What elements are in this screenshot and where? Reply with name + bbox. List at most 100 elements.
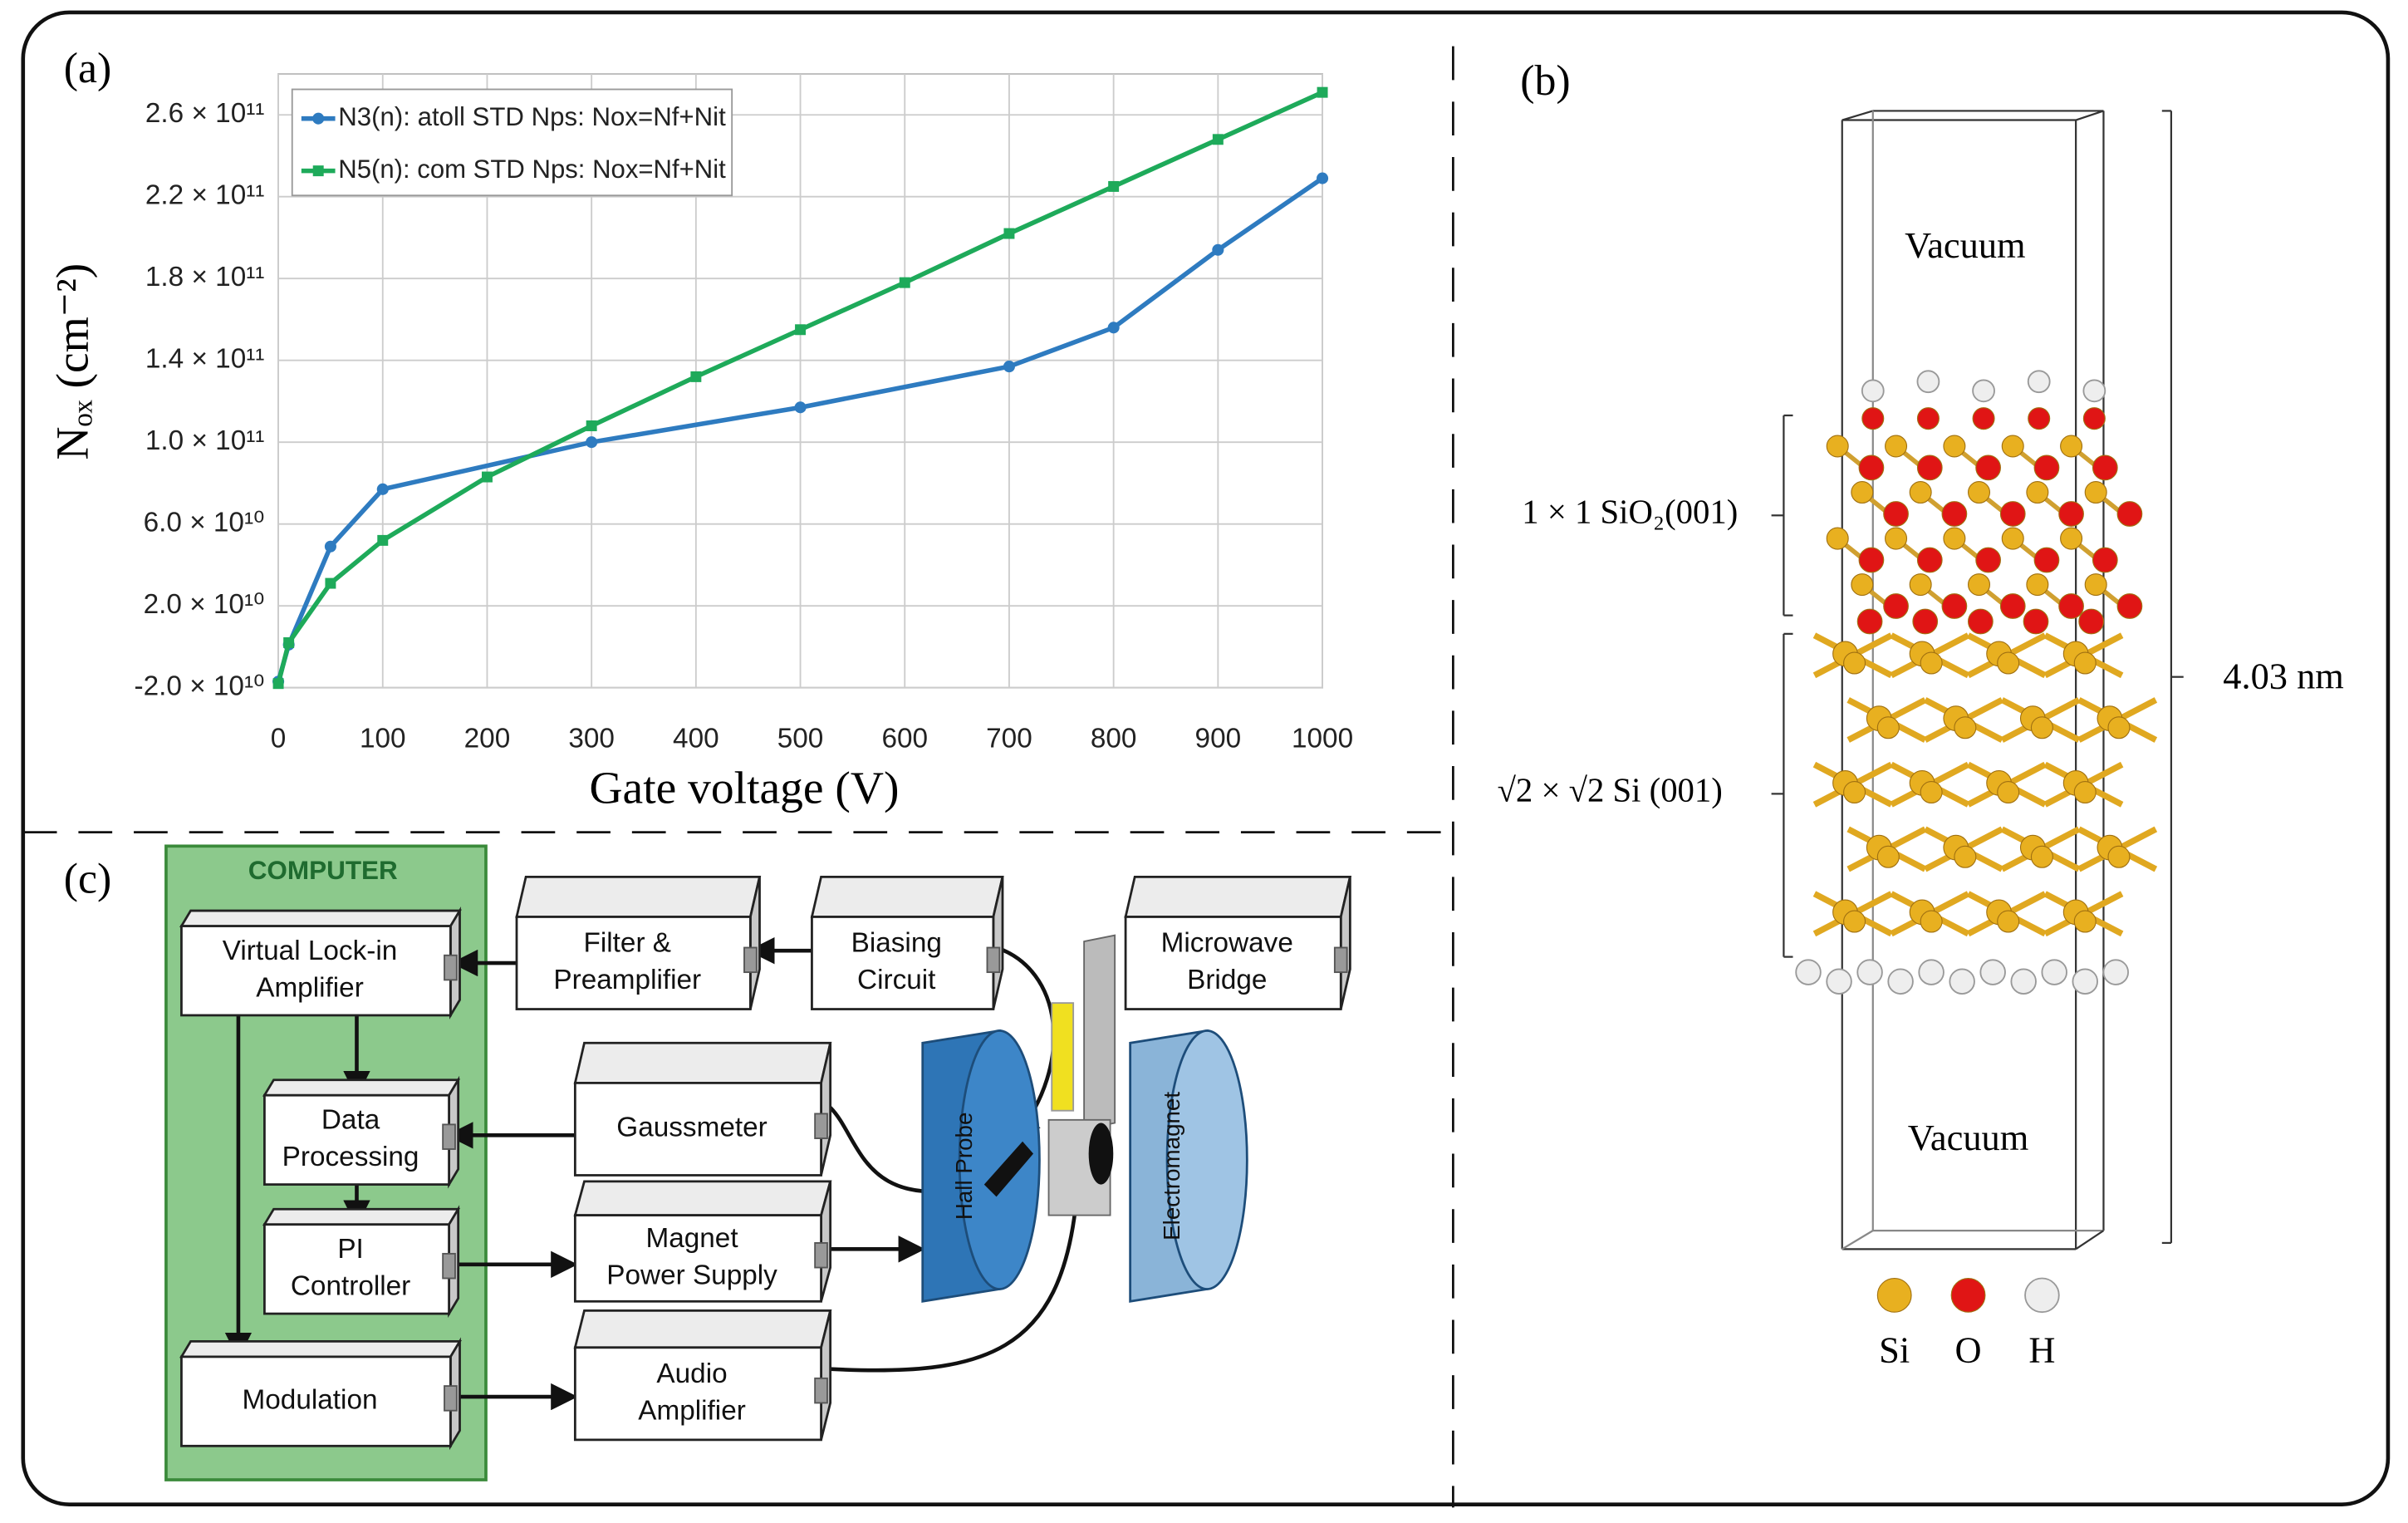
box-front <box>263 1223 450 1315</box>
box-top <box>515 875 762 918</box>
box-label: Filter & <box>584 928 672 959</box>
atom <box>2116 501 2143 527</box>
y-tick-label: 6.0 × 10¹⁰ <box>144 507 265 538</box>
atom <box>1967 481 1991 504</box>
panel-label: (a) <box>64 45 112 92</box>
atom <box>2102 959 2130 985</box>
box-label: Gaussmeter <box>616 1113 767 1143</box>
box-label: Magnet <box>645 1223 738 1254</box>
atom <box>1883 593 1909 619</box>
outline <box>1842 1230 1874 1250</box>
atom <box>1954 845 1977 868</box>
atom <box>2010 968 2037 995</box>
structure-diagram: Vacuum Vacuum 1 × 1 SiO₂(001) √2 × √2 Si… <box>1498 110 2344 1370</box>
connector-port <box>1333 946 1348 974</box>
atom <box>1920 910 1943 933</box>
atom <box>2033 547 2060 573</box>
atom <box>1954 716 1977 739</box>
point <box>1107 322 1120 334</box>
point <box>690 371 702 382</box>
coupler <box>1088 1123 1114 1185</box>
connector-port <box>814 1242 828 1269</box>
box-label: Controller <box>291 1270 410 1301</box>
y-axis-label: Nₒₓ (cm⁻²) <box>47 263 98 460</box>
atom <box>2001 435 2024 458</box>
electromagnet-label: Electromagnet <box>1159 1092 1184 1241</box>
cylinder-face <box>958 1029 1041 1290</box>
point <box>1108 180 1120 192</box>
box-label: Data <box>321 1104 380 1135</box>
box-front <box>263 1093 450 1186</box>
y-tick-label: 1.0 × 10¹¹ <box>145 425 265 456</box>
atom <box>1941 593 1968 619</box>
atom <box>2058 501 2084 527</box>
point <box>586 436 598 449</box>
box-label: Modulation <box>243 1384 378 1415</box>
box-label: Virtual Lock-in <box>223 936 397 966</box>
atom <box>1887 968 1914 995</box>
atom <box>1997 781 2020 804</box>
box-label: Preamplifier <box>553 965 701 995</box>
box-top <box>179 909 462 927</box>
outline <box>1842 110 1874 121</box>
legend-label: N5(n): com STD Nps: Nox=Nf+Nit <box>338 155 726 184</box>
box-top <box>573 1180 832 1216</box>
vacuum-label: Vacuum <box>1908 1117 2029 1158</box>
point <box>586 420 597 431</box>
x-tick-label: 600 <box>881 723 928 754</box>
atom <box>2092 547 2118 573</box>
x-tick-label: 100 <box>360 723 406 754</box>
box-label: Microwave <box>1161 928 1293 959</box>
atom <box>1843 781 1866 804</box>
computer-label: COMPUTER <box>248 856 398 885</box>
atom <box>1997 910 2020 933</box>
point <box>325 577 336 589</box>
atom <box>1941 501 1968 527</box>
legend-label: N3(n): atoll STD Nps: Nox=Nf+Nit <box>338 102 726 131</box>
x-tick-label: 400 <box>673 723 719 754</box>
x-tick-label: 200 <box>464 723 511 754</box>
atom <box>1843 910 1866 933</box>
atom <box>1920 781 1943 804</box>
atom <box>1975 454 2001 481</box>
connector-port <box>986 946 1001 974</box>
atom <box>1795 959 1822 985</box>
setup-diagram: COMPUTER Hall Probe Electromagnet Virtual … <box>164 844 1352 1481</box>
connector-port <box>814 1377 828 1404</box>
connector-port <box>814 1113 828 1139</box>
box-top <box>262 1078 461 1097</box>
atom <box>1826 435 1849 458</box>
box-top <box>573 1041 832 1084</box>
cylinder-face <box>1165 1029 1248 1290</box>
atom <box>1950 1277 1986 1313</box>
box-top <box>179 1340 462 1358</box>
atom <box>2001 527 2024 550</box>
panel-label: (b) <box>1520 57 1570 105</box>
atom <box>1999 593 2026 619</box>
point <box>1212 134 1224 145</box>
box-top <box>1124 875 1352 918</box>
point <box>795 324 807 336</box>
atom <box>2026 573 2049 597</box>
connector <box>830 1167 1097 1373</box>
legend-label: H <box>2028 1329 2055 1370</box>
box-front <box>573 1214 822 1303</box>
atom <box>2060 527 2083 550</box>
atom <box>1856 959 1883 985</box>
atom <box>2027 370 2051 394</box>
atom <box>1826 527 1849 550</box>
point <box>376 483 389 495</box>
atom <box>2084 481 2107 504</box>
point <box>481 471 493 483</box>
atom <box>2028 407 2051 430</box>
atom <box>2026 481 2049 504</box>
atom <box>2030 716 2053 739</box>
x-tick-label: 1000 <box>1292 723 1353 754</box>
box-label: Amplifier <box>638 1395 746 1426</box>
point <box>1003 228 1015 239</box>
connector-port <box>743 946 758 974</box>
atom <box>1943 527 1966 550</box>
atom <box>2084 573 2107 597</box>
atom <box>1909 573 1932 597</box>
